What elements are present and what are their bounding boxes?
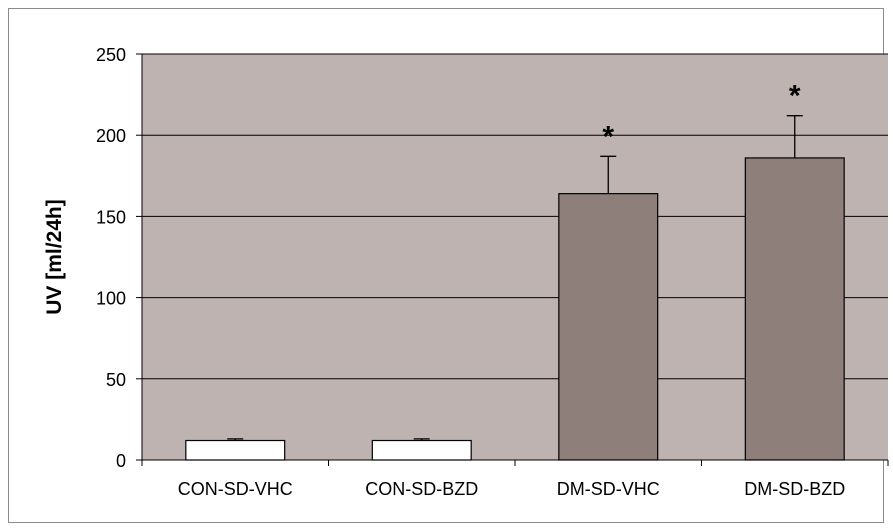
x-tick-label: DM-SD-VHC — [557, 479, 660, 499]
axes-layer — [136, 53, 889, 466]
y-tick-label: 50 — [106, 370, 126, 390]
labels-layer: 0 50 100 150 200 250 CON-SD-VHC CON-SD-BZD * DM-S… — [96, 45, 845, 499]
bars-layer — [185, 115, 845, 461]
bar-dm-sd-bzd — [744, 157, 845, 461]
y-tick-label: 150 — [96, 207, 126, 227]
x-tick-label: DM-SD-BZD — [744, 479, 845, 499]
significance-mark: * — [789, 80, 801, 113]
x-tick-label: CON-SD-VHC — [178, 479, 293, 499]
bar-con-sd-vhc — [185, 439, 286, 461]
y-tick-label: 0 — [116, 451, 126, 471]
y-tick-label: 200 — [96, 126, 126, 146]
bar-dm-sd-vhc — [558, 193, 659, 461]
significance-mark: * — [602, 120, 614, 153]
y-axis-label: UV [ml/24h] — [43, 199, 66, 315]
bar-con-sd-bzd — [371, 439, 472, 461]
y-tick-label: 250 — [96, 45, 126, 65]
x-tick-label: CON-SD-BZD — [365, 479, 478, 499]
y-tick-label: 100 — [96, 289, 126, 309]
